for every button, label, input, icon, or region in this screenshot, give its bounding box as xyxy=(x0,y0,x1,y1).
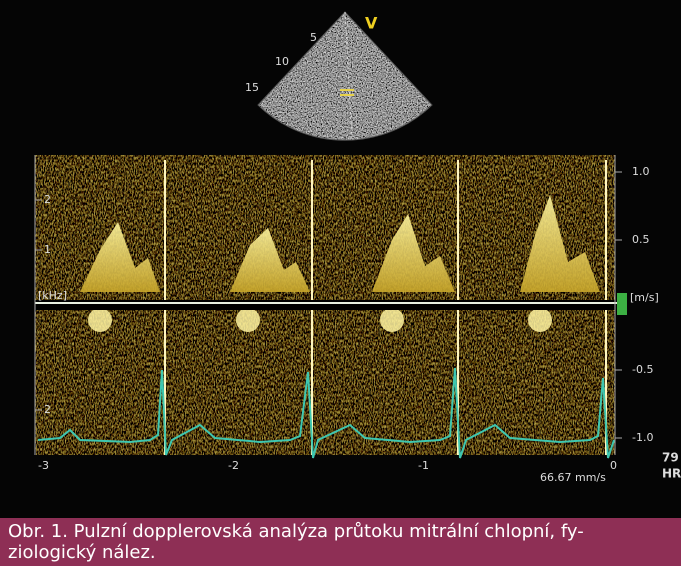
heart-rate-label: HR xyxy=(662,467,681,481)
frequency-tick: 1 xyxy=(44,243,51,256)
time-tick: 0 xyxy=(610,459,617,472)
doppler-image: 5 10 15 V 1.0 0.5 -0.5 -1.0 [m/s] 2 1 2 … xyxy=(0,0,681,518)
caption-line: ziologický nález. xyxy=(8,542,681,563)
caption: Obr. 1. Pulzní dopplerovská analýza průt… xyxy=(0,518,681,566)
heart-rate-value: 79 xyxy=(662,451,679,465)
velocity-tick: 1.0 xyxy=(632,165,650,178)
velocity-tick: 0.5 xyxy=(632,233,650,246)
frequency-unit: [kHz] xyxy=(38,289,67,302)
sector-marker: V xyxy=(365,14,378,33)
time-tick: -1 xyxy=(418,459,429,472)
baseline-band xyxy=(35,300,615,310)
velocity-unit: [m/s] xyxy=(630,291,659,304)
time-tick: -2 xyxy=(228,459,239,472)
sweep-speed: 66.67 mm/s xyxy=(540,471,606,484)
velocity-tick: -1.0 xyxy=(632,431,653,444)
page: 5 10 15 V 1.0 0.5 -0.5 -1.0 [m/s] 2 1 2 … xyxy=(0,0,681,566)
frequency-tick: 2 xyxy=(44,403,51,416)
depth-label: 10 xyxy=(275,55,289,68)
frequency-tick: 2 xyxy=(44,193,51,206)
caption-line: Obr. 1. Pulzní dopplerovská analýza průt… xyxy=(8,521,681,542)
velocity-tick: -0.5 xyxy=(632,363,653,376)
baseline-marker xyxy=(617,293,627,315)
depth-label: 5 xyxy=(310,31,317,44)
depth-label: 15 xyxy=(245,81,259,94)
time-tick: -3 xyxy=(38,459,49,472)
